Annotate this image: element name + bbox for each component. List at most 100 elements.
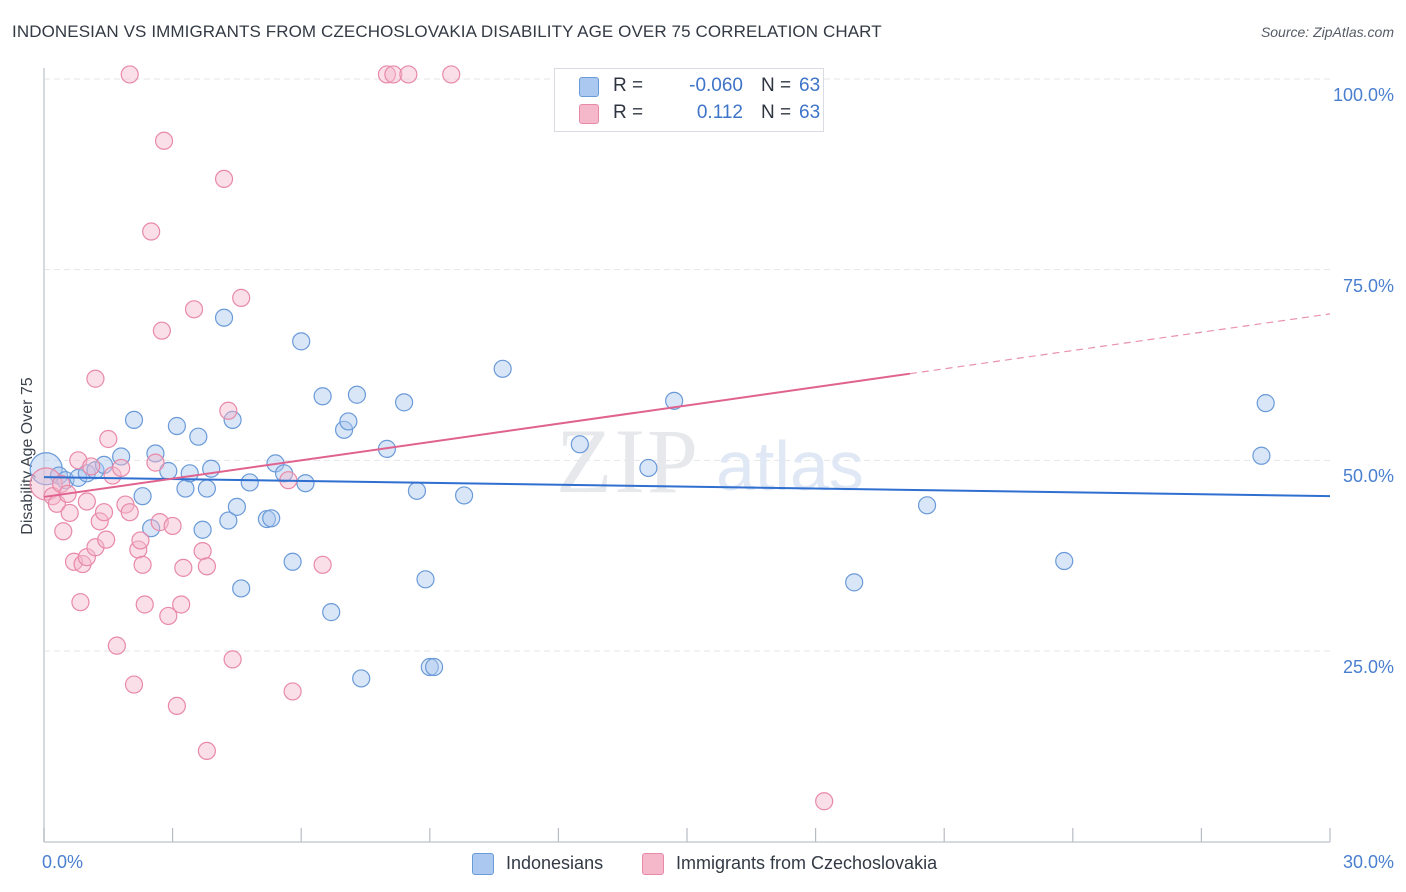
legend-label: Indonesians: [506, 853, 604, 873]
czechoslovakia-point: [94, 503, 114, 522]
czechoslovakia-point: [384, 65, 403, 84]
czechoslovakia-point: [120, 503, 139, 522]
r-value: -0.060: [689, 75, 743, 96]
czechoslovakia-point: [142, 222, 161, 241]
y-tick-label: 25.0%: [1342, 657, 1394, 677]
czechoslovakia-point: [52, 474, 71, 494]
legend-swatch-blue: [472, 853, 494, 875]
y-tick-label: 75.0%: [1342, 275, 1394, 296]
czechoslovakia-point: [219, 401, 238, 420]
source-credit: Source: ZipAtlas.com: [1260, 24, 1394, 40]
indonesian-point: [219, 511, 238, 530]
indonesian-point: [146, 444, 165, 463]
czechoslovakia-point: [29, 467, 63, 501]
indonesian-point: [313, 387, 332, 406]
legend-label: Immigrants from Czechoslovakia: [676, 853, 938, 873]
czechoslovakia-point: [815, 792, 834, 811]
n-label: N =: [761, 102, 792, 123]
indonesian-point: [347, 385, 367, 404]
czechoslovakia-point: [86, 369, 105, 388]
indonesian-point: [1256, 394, 1275, 413]
czechoslovakia-point: [77, 492, 96, 511]
indonesian-point: [240, 473, 259, 492]
indonesian-point: [322, 603, 341, 622]
indonesian-point: [223, 410, 242, 430]
czechoslovakia-point: [172, 595, 191, 614]
x-tick-label: 0.0%: [42, 852, 84, 872]
legend-swatch-pink: [642, 853, 664, 875]
czechoslovakia-point: [131, 531, 150, 550]
czechoslovakia-point: [154, 131, 174, 150]
n-value: 63: [799, 102, 821, 123]
indonesian-point: [639, 458, 658, 478]
trend-line: [43, 372, 911, 498]
czechoslovakia-point: [197, 557, 216, 576]
y-tick-label: 100.0%: [1332, 85, 1394, 105]
czechoslovakia-point: [163, 516, 182, 536]
czechoslovakia-point: [184, 300, 204, 319]
trend-line-extension: [909, 313, 1331, 375]
indonesian-point: [1252, 446, 1271, 465]
indonesian-point: [570, 435, 589, 454]
czechoslovakia-point: [214, 169, 234, 189]
czechoslovakia-point: [223, 650, 242, 669]
indonesian-point: [197, 479, 216, 498]
czechoslovakia-point: [133, 555, 152, 574]
r-label: R =: [613, 102, 644, 123]
czechoslovakia-point: [159, 606, 178, 626]
czechoslovakia-point: [99, 429, 118, 449]
indonesian-point: [917, 496, 937, 515]
czechoslovakia-point: [107, 636, 126, 655]
indonesian-point: [407, 481, 427, 500]
czechoslovakia-point: [232, 288, 251, 307]
indonesian-point: [665, 391, 684, 410]
indonesian-point: [845, 573, 864, 592]
czechoslovakia-point: [442, 65, 461, 84]
indonesian-point: [394, 393, 414, 412]
indonesian-point: [1055, 551, 1074, 571]
indonesian-point: [493, 359, 512, 378]
czechoslovakia-point: [313, 555, 332, 574]
czechoslovakia-point: [97, 530, 116, 549]
czechoslovakia-point: [399, 65, 418, 84]
indonesian-point: [214, 308, 234, 327]
indonesian-point: [167, 416, 186, 436]
indonesian-point: [339, 412, 358, 431]
chart-title: INDONESIAN VS IMMIGRANTS FROM CZECHOSLOV…: [12, 22, 882, 41]
indonesian-point: [416, 570, 435, 589]
n-label: N =: [761, 75, 792, 96]
indonesian-point: [334, 420, 354, 439]
n-value: 63: [799, 75, 821, 96]
czechoslovakia-point: [377, 65, 397, 84]
r-label: R =: [613, 75, 644, 96]
indonesian-point: [454, 486, 474, 505]
czechoslovakia-point: [135, 595, 154, 614]
czechoslovakia-point: [120, 65, 139, 84]
indonesian-point: [296, 474, 315, 493]
czechoslovakia-point: [112, 458, 131, 478]
czechoslovakia-point: [193, 541, 212, 561]
czechoslovakia-point: [60, 503, 79, 523]
watermark-atlas: atlas: [716, 427, 864, 505]
czechoslovakia-point: [146, 453, 165, 472]
czechoslovakia-point: [283, 682, 302, 701]
indonesian-point: [176, 479, 195, 498]
indonesian-point: [283, 552, 302, 571]
czechoslovakia-point: [71, 593, 90, 612]
trend-line: [43, 476, 1331, 498]
indonesian-point: [292, 332, 311, 351]
czechoslovakia-point: [197, 741, 216, 761]
correlation-stats-box: R = -0.060 N = 63 R = 0.112 N = 63: [554, 68, 824, 132]
indonesian-point: [193, 520, 212, 539]
indonesian-point: [424, 657, 444, 677]
indonesian-point: [227, 497, 246, 516]
czechoslovakia-point: [124, 675, 144, 694]
indonesian-point: [189, 427, 208, 446]
indonesian-point: [124, 410, 144, 430]
czechoslovakia-swatch: [579, 104, 599, 124]
x-tick-label: 30.0%: [1342, 852, 1394, 872]
czechoslovakia-point: [152, 321, 171, 340]
czechoslovakia-point: [174, 558, 193, 577]
indonesian-point: [352, 669, 371, 688]
